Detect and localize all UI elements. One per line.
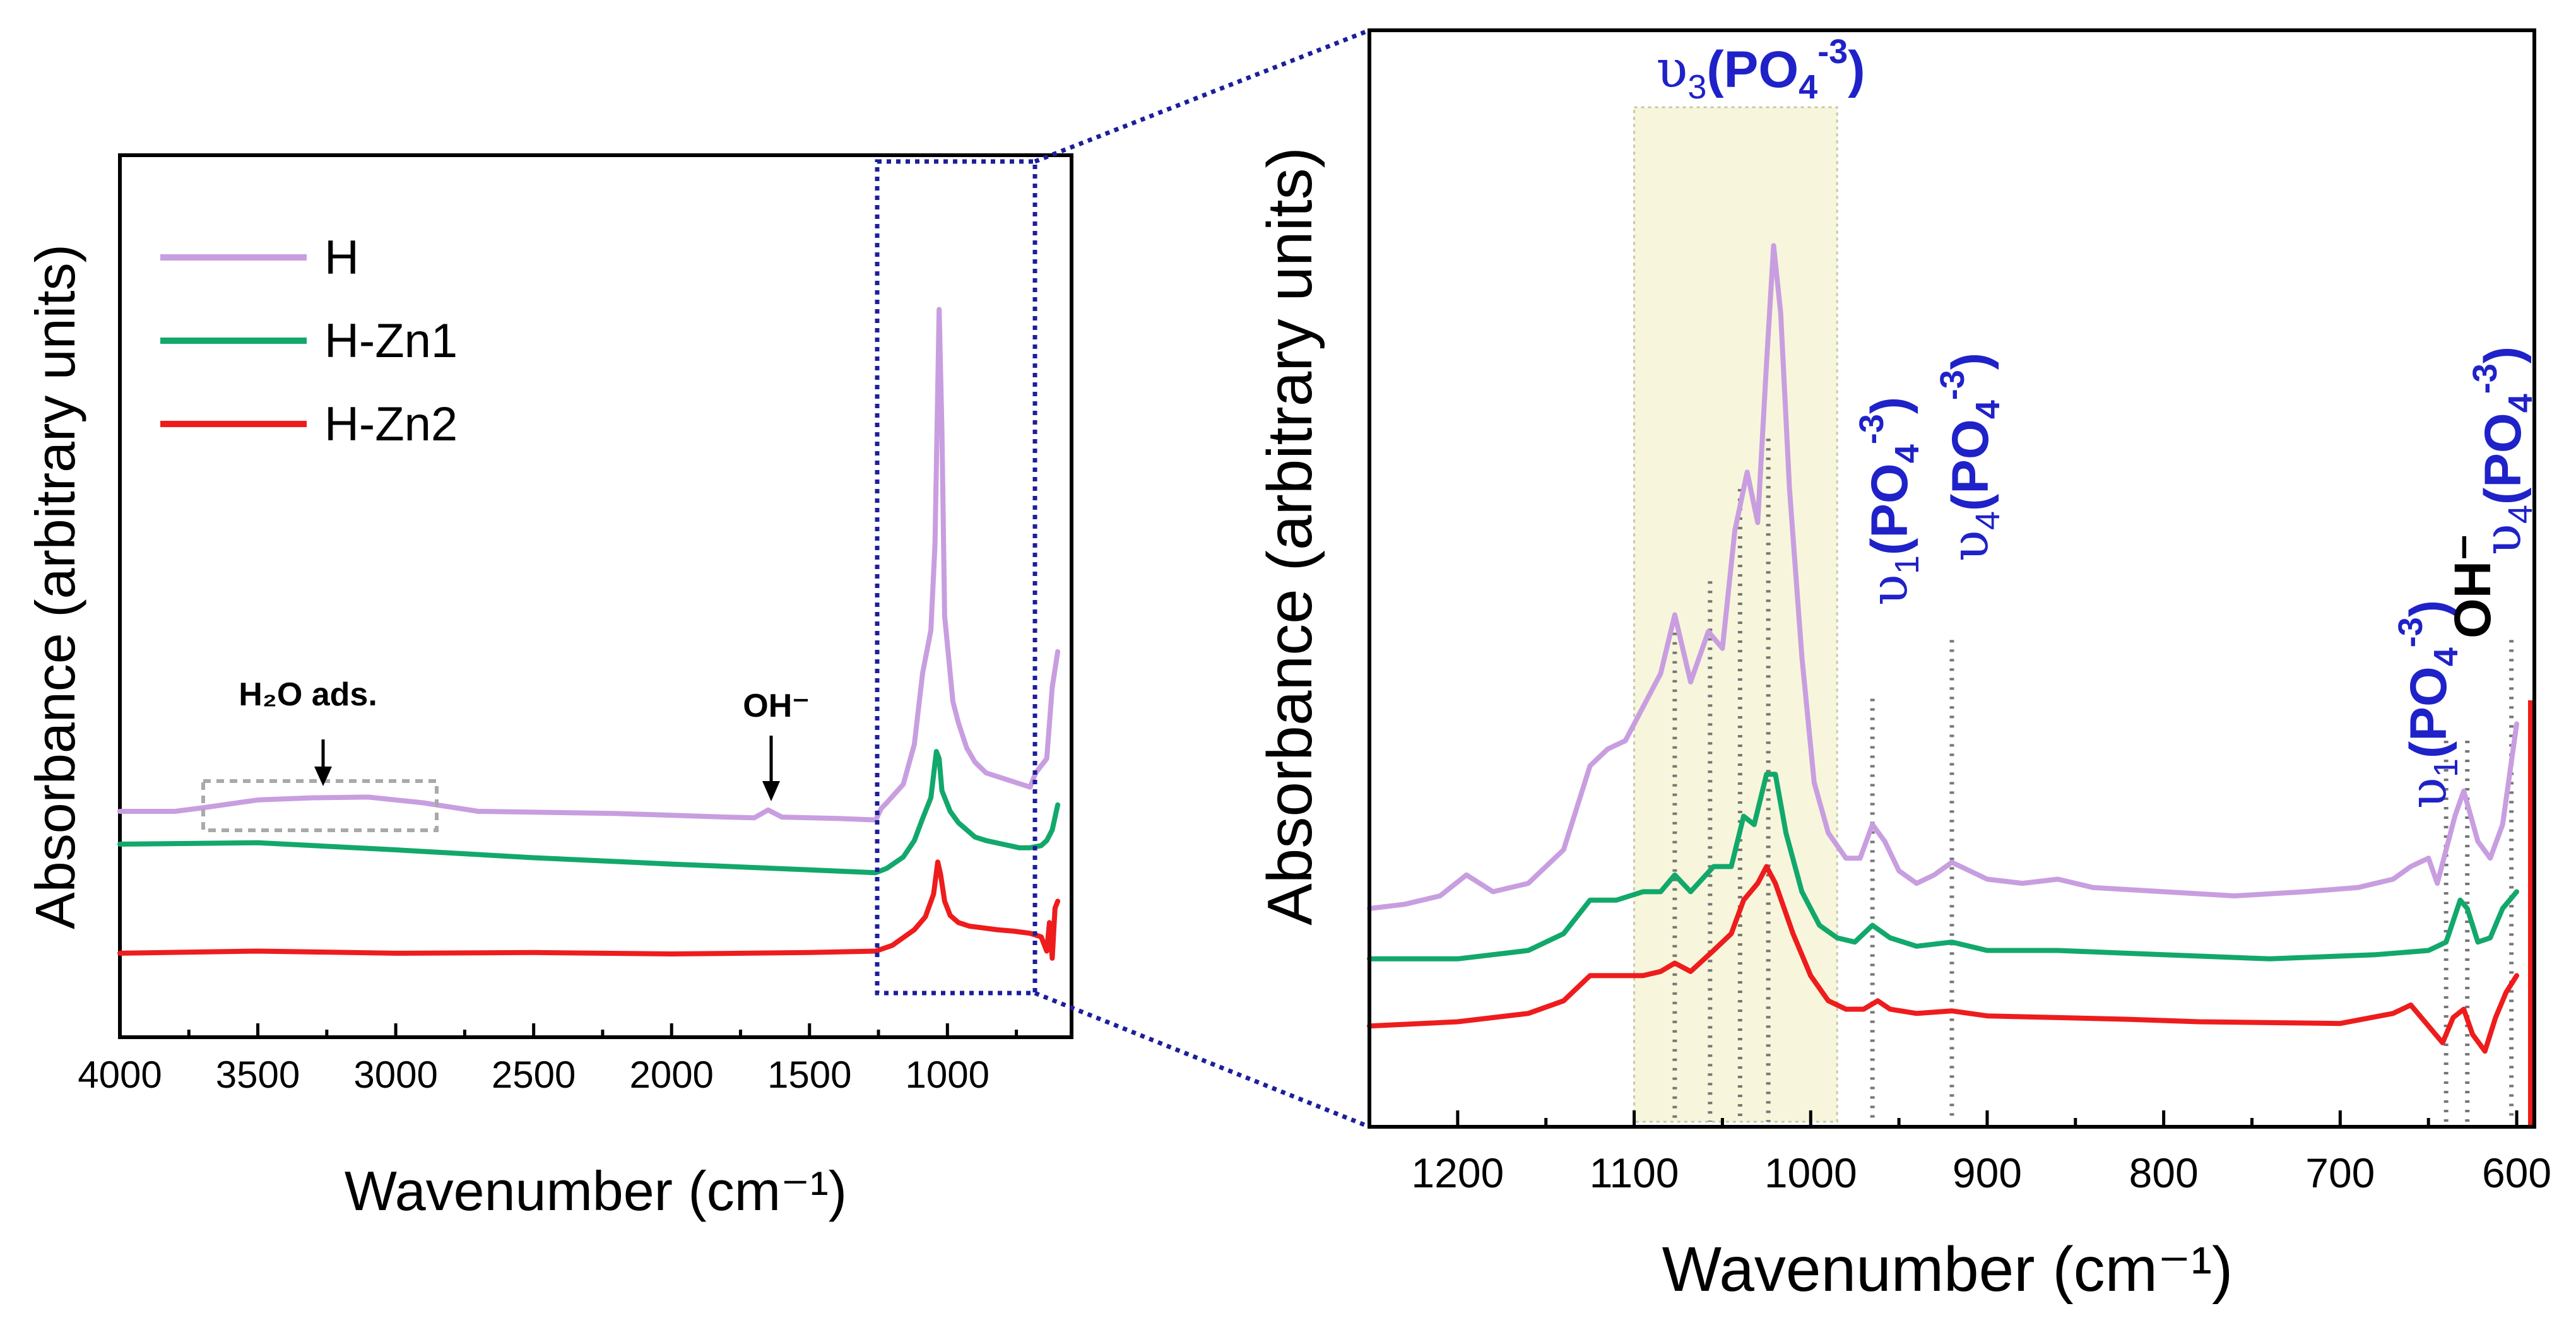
right-x-axis-label: Wavenumber (cm⁻¹) xyxy=(1662,1234,2233,1305)
right-x-tick-label-1000: 1000 xyxy=(1764,1150,1857,1196)
right-x-tick-label-700: 700 xyxy=(2305,1150,2375,1196)
left-series-group xyxy=(117,307,1061,961)
right-x-ticks: 1200 1100 1000 900 800 700 600 xyxy=(1368,1110,2551,1196)
v4b-nu: υ xyxy=(2473,524,2533,555)
band-marker-lines xyxy=(1672,438,2514,1122)
legend-label-h: H xyxy=(324,231,359,285)
right-x-tick-label-1100: 1100 xyxy=(1590,1150,1679,1196)
left-plot-frame xyxy=(118,153,1073,1039)
v1-label: υ1(PO4-3) xyxy=(1853,397,1926,606)
v3-nu: υ xyxy=(1656,40,1687,100)
v4a-close: ) xyxy=(1942,353,1999,370)
right-series-h-zn2 xyxy=(1367,864,2519,1054)
right-series-h-zn1 xyxy=(1367,772,2519,962)
v3-group: (PO xyxy=(1706,41,1799,98)
v3-charge: -3 xyxy=(1817,33,1848,71)
left-x-tick-label-1500: 1500 xyxy=(767,1054,851,1096)
v1b-group-sub: 4 xyxy=(2427,647,2465,666)
right-plot-frame xyxy=(1368,28,2536,1129)
v4a-charge: -3 xyxy=(1934,370,1971,400)
v1b-sub: 1 xyxy=(2427,758,2465,777)
legend-label-h-zn1: H-Zn1 xyxy=(324,314,458,368)
v4a-sub: 4 xyxy=(1969,511,2007,530)
v1b-nu: υ xyxy=(2399,777,2459,809)
left-x-tick-label-2000: 2000 xyxy=(629,1054,713,1096)
h2o-region-box xyxy=(201,779,439,832)
left-y-axis-label: Absorbance (arbitrary units) xyxy=(24,244,86,929)
v1b-close: ) xyxy=(2400,600,2457,617)
legend-label-h-zn2: H-Zn2 xyxy=(324,397,458,451)
left-x-tick-label-2500: 2500 xyxy=(492,1054,576,1096)
v1-group: (PO xyxy=(1861,463,1918,555)
right-x-tick-label-800: 800 xyxy=(2129,1150,2199,1196)
v4a-group-sub: 4 xyxy=(1969,400,2007,419)
v4a-group: (PO xyxy=(1942,419,1999,511)
right-x-tick-label-1200: 1200 xyxy=(1411,1150,1504,1196)
v3-sub: 3 xyxy=(1687,68,1706,106)
v4b-sub: 4 xyxy=(2502,505,2539,524)
v4b-charge: -3 xyxy=(2466,363,2504,394)
right-x-tick-label-600: 600 xyxy=(2482,1150,2551,1196)
v3-close: ) xyxy=(1848,41,1865,98)
zoom-region-box xyxy=(875,159,1037,996)
v3-label: υ3(PO4-3) xyxy=(1656,33,1865,106)
left-series-h-zn2 xyxy=(117,859,1061,961)
left-panel: 4000 3500 3000 2500 2000 1500 1000 H₂O ads. OH… xyxy=(24,153,1073,1222)
right-series-h xyxy=(1367,243,2519,911)
right-panel: 1200 1100 1000 900 800 700 600 υ3(PO4-3) υ1(PO… xyxy=(1255,28,2551,1305)
oh-left-label: OH⁻ xyxy=(743,688,809,724)
v1-nu: υ xyxy=(1860,574,1920,606)
v4b-label: υ4(PO4-3) xyxy=(2466,346,2539,555)
v1b-group: (PO xyxy=(2400,666,2457,758)
left-x-tick-label-3500: 3500 xyxy=(216,1054,300,1096)
v1b-charge: -3 xyxy=(2392,617,2430,647)
left-series-h-zn1 xyxy=(117,749,1061,876)
h2o-arrow-head xyxy=(314,767,332,786)
v4b-group: (PO xyxy=(2474,413,2532,505)
v4b-close: ) xyxy=(2474,346,2532,363)
left-x-tick-label-4000: 4000 xyxy=(78,1054,162,1096)
v4a-nu: υ xyxy=(1941,530,2000,562)
left-x-tick-label-1000: 1000 xyxy=(906,1054,990,1096)
right-y-axis-label: Absorbance (arbitrary units) xyxy=(1255,147,1325,926)
v3-group-sub: 4 xyxy=(1799,68,1817,106)
left-x-ticks: 4000 3500 3000 2500 2000 1500 1000 xyxy=(78,1023,1019,1096)
v1-charge: -3 xyxy=(1853,414,1891,444)
oh-arrow-head xyxy=(762,781,780,801)
v1b-label: υ1(PO4-3) xyxy=(2392,600,2465,809)
oh-right-label: OH⁻ xyxy=(2444,534,2502,638)
v1-close: ) xyxy=(1861,397,1918,414)
v4b-group-sub: 4 xyxy=(2502,394,2539,413)
right-x-tick-label-900: 900 xyxy=(1953,1150,2022,1196)
h2o-label: H₂O ads. xyxy=(239,676,377,713)
left-x-tick-label-3000: 3000 xyxy=(353,1054,437,1096)
zoom-connector-bottom xyxy=(1034,991,1371,1129)
left-series-h xyxy=(117,307,1061,823)
v4a-label: υ4(PO4-3) xyxy=(1934,353,2007,562)
zoom-connector-top xyxy=(1034,28,1371,164)
right-series-group xyxy=(1367,243,2519,1054)
v1-group-sub: 4 xyxy=(1888,444,1926,463)
v1-sub: 1 xyxy=(1888,555,1926,574)
left-x-axis-label: Wavenumber (cm⁻¹) xyxy=(345,1160,847,1222)
legend: H H-Zn1 H-Zn2 xyxy=(160,231,458,451)
